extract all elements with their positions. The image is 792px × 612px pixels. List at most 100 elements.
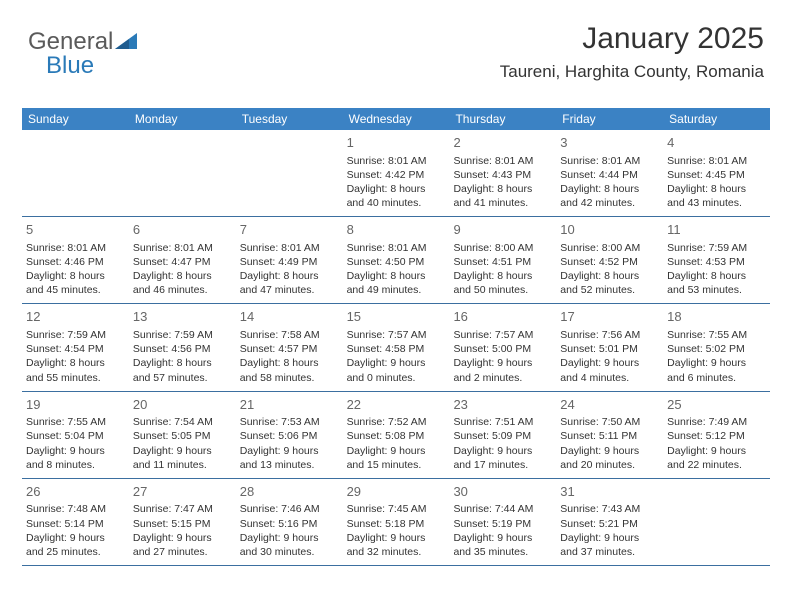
sunrise-line: Sunrise: 7:59 AM <box>667 241 766 255</box>
day-number: 14 <box>240 308 339 326</box>
calendar-table: SundayMondayTuesdayWednesdayThursdayFrid… <box>22 108 770 566</box>
calendar-week-row: 19Sunrise: 7:55 AMSunset: 5:04 PMDayligh… <box>22 392 770 479</box>
sunset-line: Sunset: 5:09 PM <box>453 429 552 443</box>
dayname-tuesday: Tuesday <box>236 108 343 130</box>
daylight-line: and 42 minutes. <box>560 196 659 210</box>
month-title: January 2025 <box>500 22 764 56</box>
day-number: 8 <box>347 221 446 239</box>
calendar-day-cell: 18Sunrise: 7:55 AMSunset: 5:02 PMDayligh… <box>663 304 770 390</box>
calendar-day-cell: 1Sunrise: 8:01 AMSunset: 4:42 PMDaylight… <box>343 130 450 216</box>
sunset-line: Sunset: 5:14 PM <box>26 517 125 531</box>
daylight-line: and 11 minutes. <box>133 458 232 472</box>
calendar-body: 1Sunrise: 8:01 AMSunset: 4:42 PMDaylight… <box>22 130 770 566</box>
daylight-line: Daylight: 8 hours <box>240 356 339 370</box>
sunset-line: Sunset: 4:42 PM <box>347 168 446 182</box>
calendar-day-cell: 12Sunrise: 7:59 AMSunset: 4:54 PMDayligh… <box>22 304 129 390</box>
sunset-line: Sunset: 5:11 PM <box>560 429 659 443</box>
calendar-day-cell: 23Sunrise: 7:51 AMSunset: 5:09 PMDayligh… <box>449 392 556 478</box>
calendar-day-cell: 21Sunrise: 7:53 AMSunset: 5:06 PMDayligh… <box>236 392 343 478</box>
day-number: 26 <box>26 483 125 501</box>
sunrise-line: Sunrise: 7:59 AM <box>26 328 125 342</box>
day-number: 18 <box>667 308 766 326</box>
daylight-line: and 45 minutes. <box>26 283 125 297</box>
daylight-line: and 13 minutes. <box>240 458 339 472</box>
calendar-day-cell: 4Sunrise: 8:01 AMSunset: 4:45 PMDaylight… <box>663 130 770 216</box>
daylight-line: and 15 minutes. <box>347 458 446 472</box>
calendar-day-cell: 16Sunrise: 7:57 AMSunset: 5:00 PMDayligh… <box>449 304 556 390</box>
daylight-line: Daylight: 8 hours <box>453 182 552 196</box>
daylight-line: and 8 minutes. <box>26 458 125 472</box>
sunset-line: Sunset: 5:21 PM <box>560 517 659 531</box>
sunset-line: Sunset: 4:50 PM <box>347 255 446 269</box>
calendar-day-cell: 5Sunrise: 8:01 AMSunset: 4:46 PMDaylight… <box>22 217 129 303</box>
sunrise-line: Sunrise: 8:01 AM <box>560 154 659 168</box>
sunrise-line: Sunrise: 8:01 AM <box>240 241 339 255</box>
sunset-line: Sunset: 5:12 PM <box>667 429 766 443</box>
sunrise-line: Sunrise: 7:56 AM <box>560 328 659 342</box>
sunset-line: Sunset: 4:54 PM <box>26 342 125 356</box>
day-number: 7 <box>240 221 339 239</box>
daylight-line: and 47 minutes. <box>240 283 339 297</box>
sunset-line: Sunset: 4:52 PM <box>560 255 659 269</box>
sunrise-line: Sunrise: 7:51 AM <box>453 415 552 429</box>
sunrise-line: Sunrise: 7:48 AM <box>26 502 125 516</box>
daylight-line: and 0 minutes. <box>347 371 446 385</box>
calendar-empty-cell <box>22 130 129 216</box>
calendar-day-cell: 19Sunrise: 7:55 AMSunset: 5:04 PMDayligh… <box>22 392 129 478</box>
sunset-line: Sunset: 4:58 PM <box>347 342 446 356</box>
day-number: 25 <box>667 396 766 414</box>
day-number: 9 <box>453 221 552 239</box>
sunset-line: Sunset: 4:57 PM <box>240 342 339 356</box>
sunset-line: Sunset: 5:08 PM <box>347 429 446 443</box>
calendar-day-cell: 30Sunrise: 7:44 AMSunset: 5:19 PMDayligh… <box>449 479 556 565</box>
sunrise-line: Sunrise: 7:49 AM <box>667 415 766 429</box>
daylight-line: and 52 minutes. <box>560 283 659 297</box>
daylight-line: and 46 minutes. <box>133 283 232 297</box>
daylight-line: Daylight: 9 hours <box>667 444 766 458</box>
dayname-thursday: Thursday <box>449 108 556 130</box>
calendar-day-cell: 15Sunrise: 7:57 AMSunset: 4:58 PMDayligh… <box>343 304 450 390</box>
sunrise-line: Sunrise: 8:00 AM <box>560 241 659 255</box>
dayname-monday: Monday <box>129 108 236 130</box>
daylight-line: Daylight: 9 hours <box>453 356 552 370</box>
daylight-line: and 22 minutes. <box>667 458 766 472</box>
daylight-line: Daylight: 8 hours <box>667 269 766 283</box>
calendar-day-cell: 26Sunrise: 7:48 AMSunset: 5:14 PMDayligh… <box>22 479 129 565</box>
page-header: January 2025 Taureni, Harghita County, R… <box>500 22 764 82</box>
calendar-empty-cell <box>129 130 236 216</box>
day-number: 19 <box>26 396 125 414</box>
daylight-line: and 17 minutes. <box>453 458 552 472</box>
sunset-line: Sunset: 4:49 PM <box>240 255 339 269</box>
daylight-line: Daylight: 9 hours <box>133 531 232 545</box>
day-number: 30 <box>453 483 552 501</box>
sunrise-line: Sunrise: 8:00 AM <box>453 241 552 255</box>
sunrise-line: Sunrise: 7:55 AM <box>26 415 125 429</box>
sunrise-line: Sunrise: 8:01 AM <box>667 154 766 168</box>
daylight-line: and 43 minutes. <box>667 196 766 210</box>
day-number: 28 <box>240 483 339 501</box>
day-number: 12 <box>26 308 125 326</box>
sunrise-line: Sunrise: 8:01 AM <box>347 154 446 168</box>
day-number: 27 <box>133 483 232 501</box>
daylight-line: Daylight: 8 hours <box>667 182 766 196</box>
calendar-day-cell: 17Sunrise: 7:56 AMSunset: 5:01 PMDayligh… <box>556 304 663 390</box>
sunrise-line: Sunrise: 7:44 AM <box>453 502 552 516</box>
day-number: 24 <box>560 396 659 414</box>
daylight-line: Daylight: 8 hours <box>347 269 446 283</box>
daylight-line: and 6 minutes. <box>667 371 766 385</box>
sunset-line: Sunset: 4:47 PM <box>133 255 232 269</box>
daylight-line: and 53 minutes. <box>667 283 766 297</box>
daylight-line: Daylight: 9 hours <box>240 531 339 545</box>
dayname-sunday: Sunday <box>22 108 129 130</box>
daylight-line: Daylight: 9 hours <box>133 444 232 458</box>
sunrise-line: Sunrise: 8:01 AM <box>347 241 446 255</box>
dayname-friday: Friday <box>556 108 663 130</box>
daylight-line: and 4 minutes. <box>560 371 659 385</box>
dayname-saturday: Saturday <box>663 108 770 130</box>
day-number: 17 <box>560 308 659 326</box>
daylight-line: Daylight: 9 hours <box>26 531 125 545</box>
sunrise-line: Sunrise: 7:59 AM <box>133 328 232 342</box>
day-number: 11 <box>667 221 766 239</box>
sunrise-line: Sunrise: 7:57 AM <box>347 328 446 342</box>
daylight-line: and 20 minutes. <box>560 458 659 472</box>
